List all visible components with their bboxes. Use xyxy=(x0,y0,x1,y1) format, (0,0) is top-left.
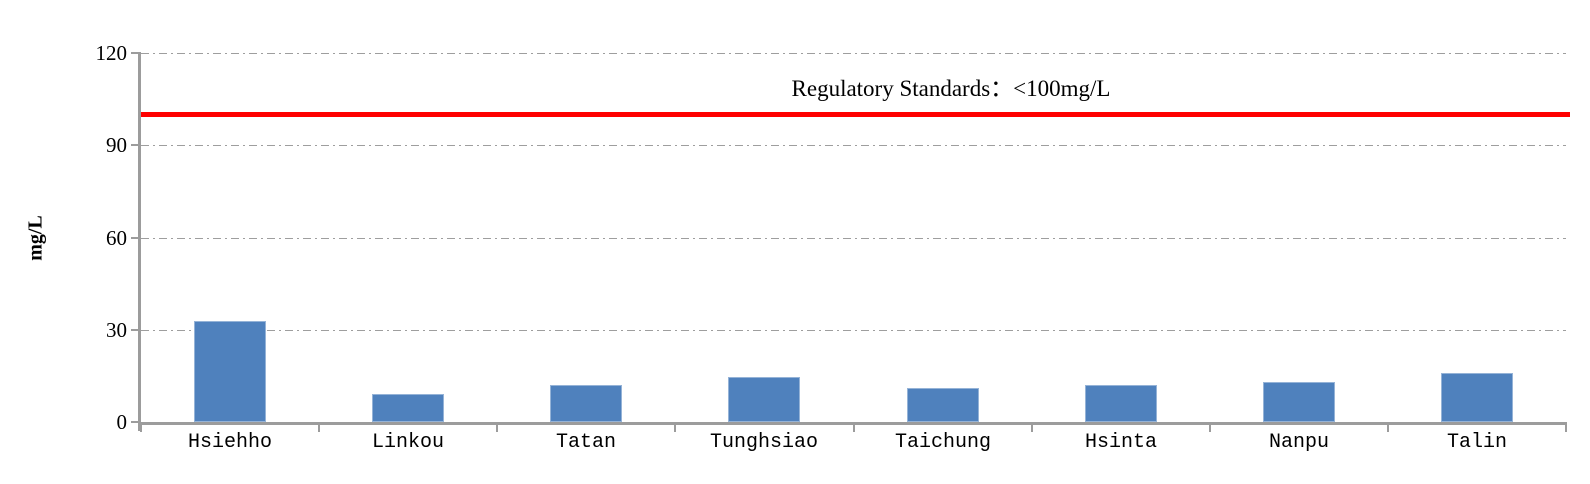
x-tick-8 xyxy=(1565,422,1567,432)
x-tick-3 xyxy=(674,422,676,432)
y-tick-0 xyxy=(131,421,141,423)
gridline-y-90 xyxy=(141,145,1566,146)
y-tick-label-60: 60 xyxy=(106,226,127,250)
gridline-y-60 xyxy=(141,238,1566,239)
bar-talin xyxy=(1441,373,1513,422)
x-tick-label-tunghsiao: Tunghsiao xyxy=(709,431,819,454)
x-tick-label-linkou: Linkou xyxy=(371,431,444,454)
y-tick-120 xyxy=(131,52,141,54)
x-tick-0 xyxy=(140,422,142,432)
x-tick-7 xyxy=(1387,422,1389,432)
x-tick-label-tatan: Tatan xyxy=(555,431,616,454)
y-tick-60 xyxy=(131,237,141,239)
bar-tatan xyxy=(550,385,622,422)
x-tick-label-taichung: Taichung xyxy=(894,431,991,454)
y-tick-label-0: 0 xyxy=(116,410,128,434)
x-tick-label-hsiehho: Hsiehho xyxy=(187,431,272,454)
bar-taichung xyxy=(907,388,979,422)
regulatory-limit-line xyxy=(141,112,1570,117)
y-tick-30 xyxy=(131,329,141,331)
x-tick-5 xyxy=(1031,422,1033,432)
y-axis-title: mg/L xyxy=(24,215,47,261)
bar-nanpu xyxy=(1263,382,1335,422)
x-tick-6 xyxy=(1209,422,1211,432)
bar-hsiehho xyxy=(194,321,266,422)
x-tick-label-hsinta: Hsinta xyxy=(1084,431,1157,454)
y-tick-label-90: 90 xyxy=(106,133,127,157)
y-tick-90 xyxy=(131,144,141,146)
bar-hsinta xyxy=(1085,385,1157,422)
y-tick-label-30: 30 xyxy=(106,318,127,342)
bar-linkou xyxy=(372,394,444,422)
x-axis-line xyxy=(138,422,1567,425)
y-axis-line xyxy=(138,53,141,431)
x-tick-2 xyxy=(496,422,498,432)
x-tick-4 xyxy=(853,422,855,432)
reference-line-label: Regulatory Standards：<100mg/L xyxy=(791,76,1111,101)
x-tick-label-talin: Talin xyxy=(1446,431,1507,454)
y-tick-label-120: 120 xyxy=(95,41,128,65)
x-tick-1 xyxy=(318,422,320,432)
gridline-y-120 xyxy=(141,53,1566,54)
gridline-y-30 xyxy=(141,330,1566,331)
x-tick-label-nanpu: Nanpu xyxy=(1268,431,1329,454)
bar-tunghsiao xyxy=(728,377,800,422)
